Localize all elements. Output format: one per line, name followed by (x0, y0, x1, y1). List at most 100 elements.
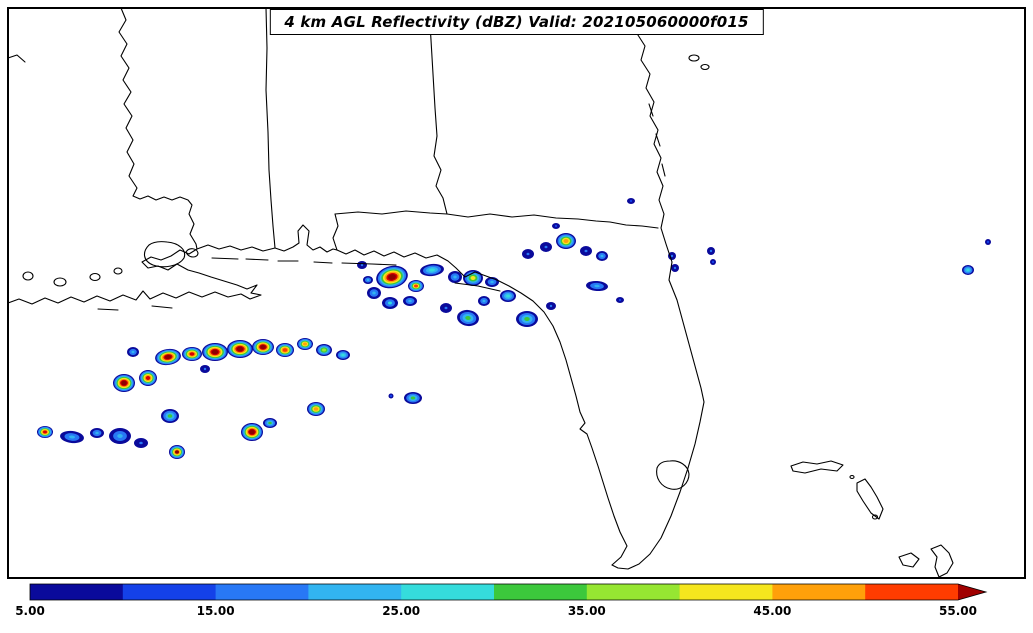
colorbar-tick-label: 5.00 (15, 604, 45, 618)
radar-echo (117, 434, 123, 438)
radar-echo (388, 301, 392, 305)
radar-echo (711, 260, 715, 264)
colorbar-segment (865, 584, 959, 600)
radar-echo (414, 284, 418, 288)
lake-small-la-3 (22, 271, 34, 281)
radar-echo (389, 394, 393, 398)
colorbar-segment (586, 584, 681, 600)
radar-echo (673, 266, 677, 270)
coastlines-layer (7, 7, 954, 578)
colorbar-outline (29, 583, 988, 601)
title-box: 4 km AGL Reflectivity (dBZ) Valid: 20210… (269, 9, 764, 35)
radar-echo (236, 346, 244, 352)
radar-echo (341, 353, 345, 357)
radar-echo (139, 441, 143, 445)
radar-echo (249, 429, 255, 435)
radar-echo (986, 240, 990, 244)
radar-echo (95, 431, 99, 435)
radar-echo (629, 199, 633, 203)
radar-echo (131, 350, 135, 354)
radar-echo (594, 284, 600, 288)
radar-echo (372, 291, 376, 295)
radar-echo (966, 268, 970, 272)
radar-echo (313, 407, 319, 411)
radar-echo (360, 263, 364, 267)
radar-echo (563, 239, 569, 243)
radar-echo (444, 306, 448, 310)
map-frame-border (7, 7, 1026, 579)
radar-echo (366, 278, 370, 282)
colorbar-tick-label: 55.00 (939, 604, 977, 618)
state-border-mississippi-river (118, 7, 198, 250)
radar-echo (618, 298, 622, 302)
lake-okeechobee (656, 460, 690, 490)
colorbar: 5.00 15.00 25.00 35.00 45.00 55.00 (15, 583, 988, 618)
coastline-mississippi-sound (196, 224, 338, 253)
radar-echo (408, 299, 412, 303)
state-border-al-ga (428, 7, 448, 215)
colorbar-segment (679, 584, 773, 600)
state-border-perdido (332, 213, 339, 251)
radar-echo (506, 294, 510, 298)
colorbar-tick-label: 35.00 (568, 604, 606, 618)
colorbar-arrow-icon (958, 584, 986, 600)
plot-title: 4 km AGL Reflectivity (dBZ) Valid: 20210… (284, 13, 749, 31)
colorbar-tick-label: 15.00 (197, 604, 235, 618)
radar-echo (482, 299, 486, 303)
colorbar-segment (30, 584, 124, 600)
lake-small-la-2 (89, 272, 101, 282)
radar-echo (43, 430, 47, 434)
radar-echo (524, 317, 530, 321)
radar-echo (554, 224, 558, 228)
radar-echo (203, 367, 207, 371)
lake-small-la-4 (113, 267, 123, 275)
radar-echo (465, 315, 471, 321)
radar-echo (470, 276, 476, 280)
coastline-atlantic (611, 7, 705, 570)
colorbar-segment (308, 584, 402, 600)
radar-echo (429, 268, 435, 272)
radar-echo (175, 450, 179, 454)
radar-echo (322, 348, 326, 352)
radar-echo (670, 254, 674, 258)
radar-echo (453, 275, 457, 279)
radar-echo (388, 274, 396, 280)
river-segment-top-left (7, 54, 26, 63)
barrier-islands-apalachicola (454, 282, 501, 292)
radar-echo (121, 380, 127, 386)
radar-echo (145, 376, 151, 380)
state-border-fl-north (334, 210, 659, 229)
radar-echo (189, 352, 195, 356)
radar-echo (544, 245, 548, 249)
radar-echo (709, 249, 713, 253)
radar-echo (549, 304, 553, 308)
lake-small-la-1 (53, 277, 67, 287)
radar-echoes-layer (37, 198, 991, 459)
coastline-louisiana-delta (7, 248, 262, 305)
radar-echo (268, 421, 272, 425)
barrier-islands-ms-sound (211, 257, 397, 266)
lake-borgne (185, 248, 199, 258)
radar-echo (167, 414, 173, 418)
state-border-ms-al (265, 7, 276, 249)
colorbar-tick-label: 25.00 (382, 604, 420, 618)
colorbar-segment (122, 584, 217, 600)
island-eleuthera (930, 544, 954, 578)
radar-echo (303, 342, 307, 346)
lake-small-ga-1 (688, 54, 700, 62)
radar-echo (282, 348, 288, 352)
island-cay-1 (849, 474, 855, 480)
barrier-islands-georgia (648, 103, 666, 177)
radar-echo (600, 254, 604, 258)
coastline-florida-west (336, 249, 628, 566)
island-cay-2 (871, 514, 879, 520)
colorbar-segment (215, 584, 309, 600)
colorbar-segment (401, 584, 495, 600)
radar-echo (584, 249, 588, 253)
radar-echo (69, 435, 75, 439)
radar-echo (410, 396, 416, 400)
radar-echo (211, 349, 219, 355)
colorbar-segment (772, 584, 866, 600)
